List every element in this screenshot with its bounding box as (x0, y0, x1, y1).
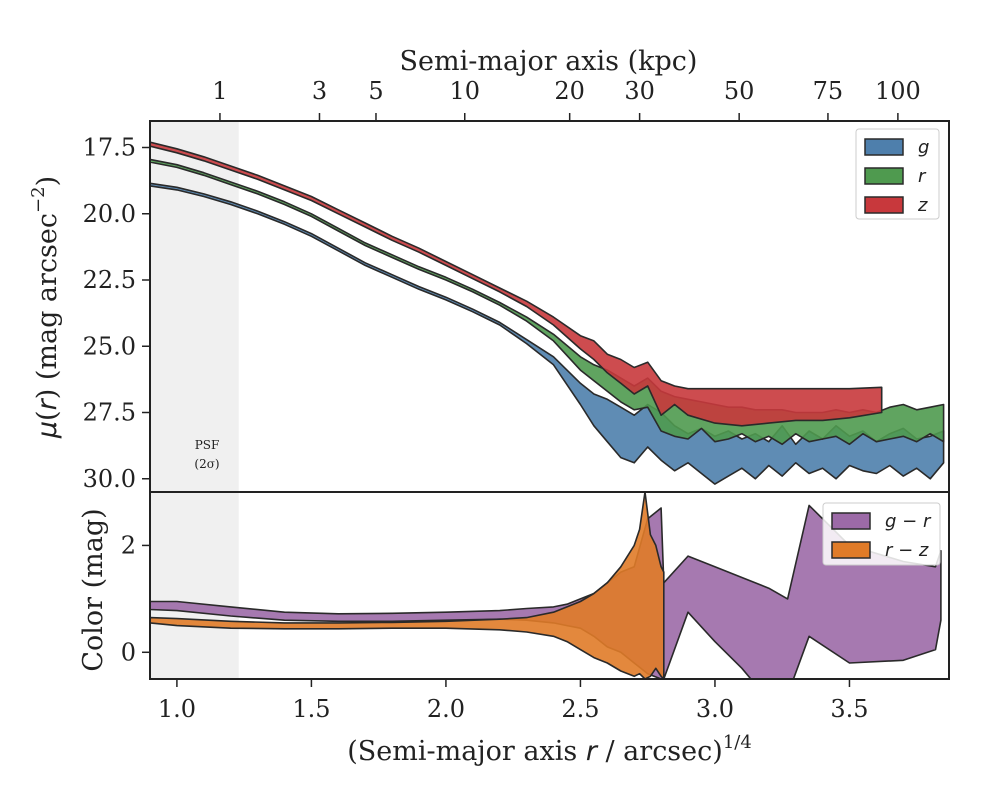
y-axis-title: μ(r) (mag arcsec−2) (28, 176, 63, 439)
x-tick-label: 1.0 (158, 695, 196, 723)
x-tick-label: 1.5 (292, 695, 330, 723)
kpc-tick-label: 30 (624, 77, 655, 105)
legend-color: g − r r − z (822, 502, 941, 566)
psf-region (150, 121, 239, 679)
x-tick-label: 3.0 (696, 695, 734, 723)
legend-surface-brightness-label: r (918, 166, 927, 187)
legend-surface-brightness-swatch (864, 138, 904, 156)
psf-label-sigma: (2σ) (194, 457, 219, 471)
legend-color-swatch (831, 512, 871, 530)
bottom-panel-frame (149, 491, 950, 680)
top-axis-title: Semi-major axis (kpc) (400, 46, 698, 77)
color-y-tick-label: 0 (121, 638, 136, 666)
legend-surface-brightness-label: z (917, 195, 928, 216)
kpc-tick-label: 3 (312, 77, 327, 105)
legend-surface-brightness: grz (855, 128, 940, 220)
kpc-tick-label: 1 (212, 77, 227, 105)
kpc-tick-label: 50 (724, 77, 755, 105)
x-axis-title: (Semi-major axis r / arcsec)1/4 (347, 732, 752, 767)
band-color-1 (150, 492, 665, 679)
kpc-tick-label: 75 (813, 77, 844, 105)
legend-color-label: r − z (885, 540, 929, 561)
y-tick-label: 25.0 (83, 332, 136, 360)
color-y-axis-title: Color (mag) (78, 508, 109, 671)
legend-surface-brightness-swatch (864, 167, 904, 185)
band-color-1-group (150, 492, 665, 679)
legend-surface-brightness-label: g (918, 137, 929, 158)
x-tick-label: 2.0 (427, 695, 465, 723)
x-tick-label: 3.5 (830, 695, 868, 723)
legend-surface-brightness-swatch (864, 196, 904, 214)
kpc-tick-label: 20 (554, 77, 585, 105)
band-color-0-group (150, 504, 942, 679)
color-y-tick-label: 2 (121, 531, 136, 559)
y-tick-label: 27.5 (83, 399, 136, 427)
legend-color-swatch (831, 541, 871, 559)
kpc-tick-label: 100 (875, 77, 921, 105)
band-z (150, 141, 883, 427)
band-g-group (150, 182, 945, 485)
kpc-tick-label: 5 (368, 77, 383, 105)
y-tick-label: 17.5 (83, 134, 136, 162)
band-color-0 (150, 504, 942, 679)
y-tick-label: 22.5 (83, 266, 136, 294)
legend-color-label: g − r (885, 511, 932, 532)
x-tick-label: 2.5 (561, 695, 599, 723)
kpc-tick-label: 10 (449, 77, 480, 105)
band-g (150, 182, 945, 485)
y-tick-label: 20.0 (83, 200, 136, 228)
band-z-group (150, 141, 883, 427)
psf-label: PSF (195, 438, 220, 452)
y-tick-label: 30.0 (83, 465, 136, 493)
